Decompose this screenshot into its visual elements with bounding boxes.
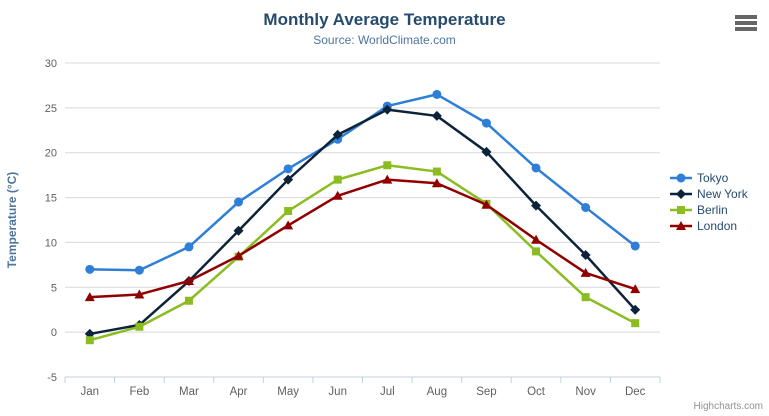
x-axis-tick-label: May [277, 386, 299, 398]
x-axis-tick-label: Sep [476, 386, 496, 398]
context-menu-button[interactable] [735, 15, 757, 31]
x-axis-tick-label: Oct [527, 386, 546, 398]
legend-item-label: London [697, 219, 738, 233]
x-axis-tick-label: Apr [230, 386, 248, 398]
chart-subtitle: Source: WorldClimate.com [313, 33, 456, 47]
hamburger-icon [735, 21, 757, 25]
legend: Tokyo New York Berlin London [670, 170, 748, 234]
y-axis-title: Temperature (°C) [5, 172, 19, 269]
legend-item-label: Tokyo [697, 171, 729, 185]
y-axis-tick-label: 25 [45, 103, 57, 115]
y-axis-tick-label: 30 [45, 58, 57, 70]
triangle-marker-icon [670, 221, 692, 230]
x-axis-tick-label: Dec [625, 386, 646, 398]
chart-title: Monthly Average Temperature [263, 10, 506, 29]
diamond-marker-icon [670, 189, 692, 199]
x-axis-tick-label: Aug [427, 386, 447, 398]
y-axis-tick-label: 20 [45, 148, 57, 160]
y-axis-tick-label: 0 [51, 327, 57, 339]
legend-item-label: New York [697, 187, 748, 201]
legend-item-new-york[interactable]: New York [670, 186, 748, 202]
credits-link[interactable]: Highcharts.com [693, 401, 763, 412]
circle-marker-icon [670, 173, 692, 183]
square-marker-icon [670, 206, 692, 214]
y-axis-tick-label: 10 [45, 237, 57, 249]
legend-item-label: Berlin [697, 203, 728, 217]
legend-item-berlin[interactable]: Berlin [670, 202, 748, 218]
hamburger-icon [735, 27, 757, 31]
x-axis-tick-label: Mar [179, 386, 199, 398]
y-axis-tick-label: 15 [45, 193, 57, 205]
hamburger-icon [735, 15, 757, 19]
legend-item-london[interactable]: London [670, 218, 748, 234]
x-axis-tick-label: Jul [380, 386, 395, 398]
x-axis-tick-label: Jan [81, 386, 100, 398]
x-axis-tick-label: Feb [129, 386, 149, 398]
series-tokyo [85, 89, 640, 275]
x-axis-tick-label: Nov [575, 386, 596, 398]
y-axis-tick-label: -5 [47, 372, 57, 384]
series-new-york [84, 104, 641, 339]
x-axis-tick-label: Jun [328, 386, 347, 398]
legend-item-tokyo[interactable]: Tokyo [670, 170, 748, 186]
series-berlin [85, 161, 640, 345]
y-axis-tick-label: 5 [51, 282, 57, 294]
series-london [84, 174, 641, 302]
y-grid: -5 0 5 10 15 20 25 30 [45, 58, 660, 384]
x-axis: Jan Feb Mar Apr May Jun Jul Aug Sep Oct Nov Dec [64, 376, 661, 398]
